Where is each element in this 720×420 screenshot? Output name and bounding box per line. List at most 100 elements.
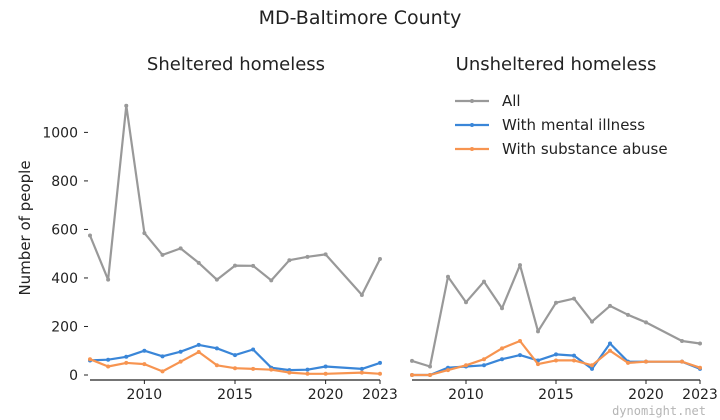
data-point-mental (590, 366, 594, 371)
data-point-all (305, 254, 310, 259)
series-line-all (411, 264, 701, 368)
x-tick-label: 2020 (628, 387, 664, 403)
y-tick-label: 600 (51, 222, 78, 238)
data-point-all (378, 257, 382, 262)
data-point-all (88, 233, 92, 238)
data-point-substance (428, 373, 432, 377)
data-point-all (536, 329, 540, 334)
data-point-all (608, 303, 612, 308)
data-point-mental (482, 363, 486, 368)
legend-label-mental: With mental illness (502, 116, 645, 134)
data-point-substance (518, 339, 522, 344)
data-point-all (359, 292, 364, 297)
y-tick-label: 0 (69, 368, 78, 384)
data-point-substance (500, 346, 504, 351)
data-point-substance (698, 365, 702, 370)
x-tick-label: 2023 (682, 387, 718, 403)
data-point-all (160, 252, 165, 257)
figure-title: MD-Baltimore County (259, 7, 462, 29)
data-point-mental (106, 357, 111, 362)
data-point-all (698, 341, 702, 346)
data-point-all (196, 260, 201, 265)
data-point-substance (410, 373, 414, 377)
data-point-substance (446, 368, 450, 373)
y-tick-label: 1000 (42, 125, 78, 141)
left-panel: 2010 2015 2020 2023 0 200 400 600 800 1000 (42, 103, 398, 403)
data-point-mental (124, 354, 129, 359)
data-point-mental (214, 346, 219, 351)
data-point-all (482, 279, 486, 284)
data-point-all (251, 263, 256, 268)
legend-marker-mental (470, 123, 474, 127)
data-point-substance (142, 362, 147, 367)
data-point-mental (359, 366, 364, 371)
data-point-mental (554, 352, 558, 357)
y-axis-label: Number of people (16, 160, 34, 295)
data-point-all (554, 300, 558, 305)
data-point-substance (251, 366, 256, 371)
data-point-mental (305, 367, 310, 372)
x-tick-label: 2020 (308, 387, 344, 403)
data-point-substance (160, 369, 165, 374)
data-point-all (287, 258, 292, 263)
data-point-all (518, 263, 522, 268)
y-tick-label: 200 (51, 319, 78, 335)
data-point-substance (214, 363, 219, 368)
data-point-substance (88, 357, 92, 362)
data-point-mental (251, 347, 256, 352)
data-point-all (464, 300, 468, 305)
data-point-substance (178, 359, 183, 364)
y-tick-label: 400 (51, 271, 78, 287)
x-tick-label: 2015 (538, 387, 574, 403)
data-point-all (410, 358, 414, 363)
data-point-substance (269, 367, 274, 372)
data-point-substance (464, 363, 468, 368)
data-point-substance (536, 362, 540, 367)
right-panel: 2010 2015 2020 2023 (410, 263, 718, 403)
data-point-substance (233, 366, 237, 371)
data-point-all (590, 319, 594, 324)
data-point-mental (160, 354, 165, 359)
data-point-all (106, 277, 111, 282)
data-point-all (178, 246, 183, 251)
data-point-mental (323, 364, 328, 369)
data-point-all (446, 274, 450, 279)
legend-marker-all (470, 99, 474, 103)
data-point-substance (359, 370, 364, 375)
data-point-substance (287, 370, 292, 375)
y-tick-label: 800 (51, 174, 78, 190)
legend: All With mental illness With substance abu… (455, 92, 668, 158)
legend-label-all: All (502, 92, 521, 110)
series-line-mental (89, 343, 381, 372)
data-point-substance (644, 359, 648, 364)
x-tick-label: 2015 (217, 387, 253, 403)
data-point-substance (572, 358, 576, 363)
data-point-all (680, 339, 684, 344)
data-point-substance (378, 371, 382, 376)
data-point-substance (626, 360, 630, 365)
data-point-substance (124, 360, 129, 365)
legend-marker-substance (470, 147, 474, 151)
data-point-all (644, 320, 648, 325)
data-point-substance (482, 357, 486, 362)
data-point-mental (378, 360, 382, 365)
data-point-mental (500, 357, 504, 362)
data-point-all (233, 263, 237, 268)
legend-label-substance: With substance abuse (502, 140, 668, 158)
data-point-substance (680, 359, 684, 364)
data-point-all (124, 103, 129, 108)
right-panel-title: Unsheltered homeless (456, 54, 657, 75)
data-point-all (214, 277, 219, 282)
data-point-substance (305, 371, 310, 376)
data-point-all (142, 231, 147, 236)
series-line-all (88, 104, 381, 296)
data-point-substance (608, 348, 612, 353)
series-line-substance (89, 350, 381, 375)
data-point-all (323, 252, 328, 257)
data-point-all (500, 306, 504, 311)
left-panel-title: Sheltered homeless (147, 54, 325, 75)
data-point-mental (572, 353, 576, 358)
data-point-mental (233, 353, 237, 358)
data-point-substance (106, 364, 111, 369)
